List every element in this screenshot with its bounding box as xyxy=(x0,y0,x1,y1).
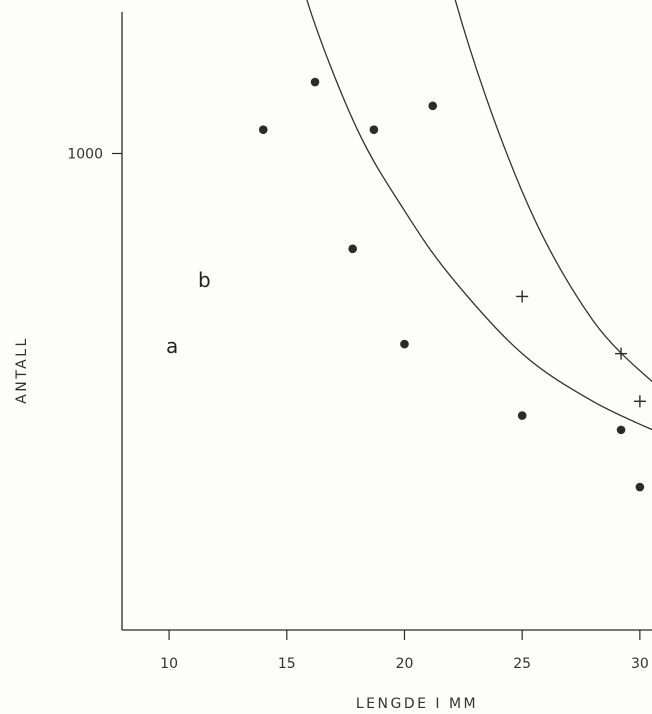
data-point-b xyxy=(516,290,529,303)
data-point-a xyxy=(348,244,357,254)
axes xyxy=(121,12,652,631)
x-tick-label: 20 xyxy=(396,656,414,672)
x-tick-label: 25 xyxy=(513,656,531,672)
curve-label-a: a xyxy=(166,334,178,358)
points xyxy=(258,77,646,492)
curves xyxy=(306,0,652,431)
data-point-b xyxy=(633,395,646,408)
x-axis-title: LENGDE I MM xyxy=(356,696,478,712)
x-tick-label: 10 xyxy=(160,656,178,672)
data-point-a xyxy=(635,482,645,492)
curve-labels: ab xyxy=(166,268,211,358)
data-point-a xyxy=(517,411,527,420)
x-tick-label: 15 xyxy=(278,656,296,672)
x-ticks: 10 15 20 25 30 xyxy=(160,630,649,672)
y-axis-title: ANTALL xyxy=(14,336,30,404)
x-tick-label: 30 xyxy=(631,656,649,672)
y-ticks: 1000200030004000500010000 xyxy=(67,147,122,163)
curve-b xyxy=(454,0,652,383)
data-point-a xyxy=(369,125,379,134)
data-point-a xyxy=(400,339,409,349)
data-point-b xyxy=(615,347,628,360)
data-point-a xyxy=(310,77,320,87)
data-point-a xyxy=(616,425,626,435)
curve-a xyxy=(306,0,652,431)
y-tick-label: 1000 xyxy=(67,147,103,163)
data-point-a xyxy=(428,101,438,111)
curve-label-b: b xyxy=(198,268,211,292)
data-point-a xyxy=(258,125,268,134)
